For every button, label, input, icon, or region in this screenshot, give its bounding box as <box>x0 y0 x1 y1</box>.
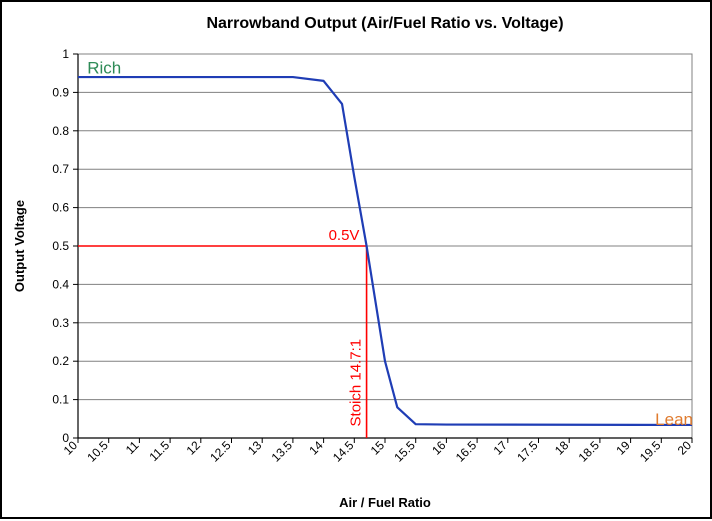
xtick-label: 13 <box>245 438 265 458</box>
ytick-label: 0.5 <box>52 239 69 253</box>
xtick-label: 20 <box>675 438 695 458</box>
chart-svg: Narrowband Output (Air/Fuel Ratio vs. Vo… <box>2 2 712 521</box>
xtick-label: 17.5 <box>514 438 541 465</box>
xtick-label: 11.5 <box>146 438 172 464</box>
ref-label-side: Stoich 14.7:1 <box>348 339 365 427</box>
xtick-label: 15 <box>368 438 388 458</box>
xtick-label: 19 <box>613 438 633 458</box>
ytick-label: 0.2 <box>52 354 69 368</box>
annotation-lean: Lean <box>655 410 693 429</box>
ytick-label: 0.9 <box>52 85 69 99</box>
ytick-label: 0.8 <box>52 124 69 138</box>
annotation-rich: Rich <box>87 58 121 77</box>
xtick-label: 16.5 <box>453 438 480 465</box>
xtick-label: 10.5 <box>84 438 111 465</box>
xtick-label: 18.5 <box>576 438 603 465</box>
ytick-label: 1 <box>62 47 69 61</box>
ytick-label: 0.3 <box>52 316 69 330</box>
xtick-label: 12.5 <box>207 438 234 465</box>
xtick-label: 16 <box>429 438 449 458</box>
chart-title: Narrowband Output (Air/Fuel Ratio vs. Vo… <box>206 15 563 32</box>
x-axis-label: Air / Fuel Ratio <box>339 495 431 510</box>
ytick-label: 0.4 <box>52 277 69 291</box>
ytick-label: 0.7 <box>52 162 69 176</box>
ref-label-top: 0.5V <box>329 227 360 244</box>
chart-frame: Narrowband Output (Air/Fuel Ratio vs. Vo… <box>0 0 712 519</box>
xtick-label: 14 <box>306 438 326 458</box>
xtick-label: 18 <box>552 438 572 458</box>
ytick-label: 0.6 <box>52 201 69 215</box>
xtick-label: 14.5 <box>330 438 357 465</box>
ytick-label: 0.1 <box>52 393 69 407</box>
y-axis-label: Output Voltage <box>12 200 27 292</box>
xtick-label: 12 <box>184 438 204 458</box>
xtick-label: 17 <box>491 438 511 458</box>
xtick-label: 19.5 <box>637 438 664 465</box>
xtick-label: 13.5 <box>269 438 296 465</box>
xtick-label: 15.5 <box>391 438 418 465</box>
